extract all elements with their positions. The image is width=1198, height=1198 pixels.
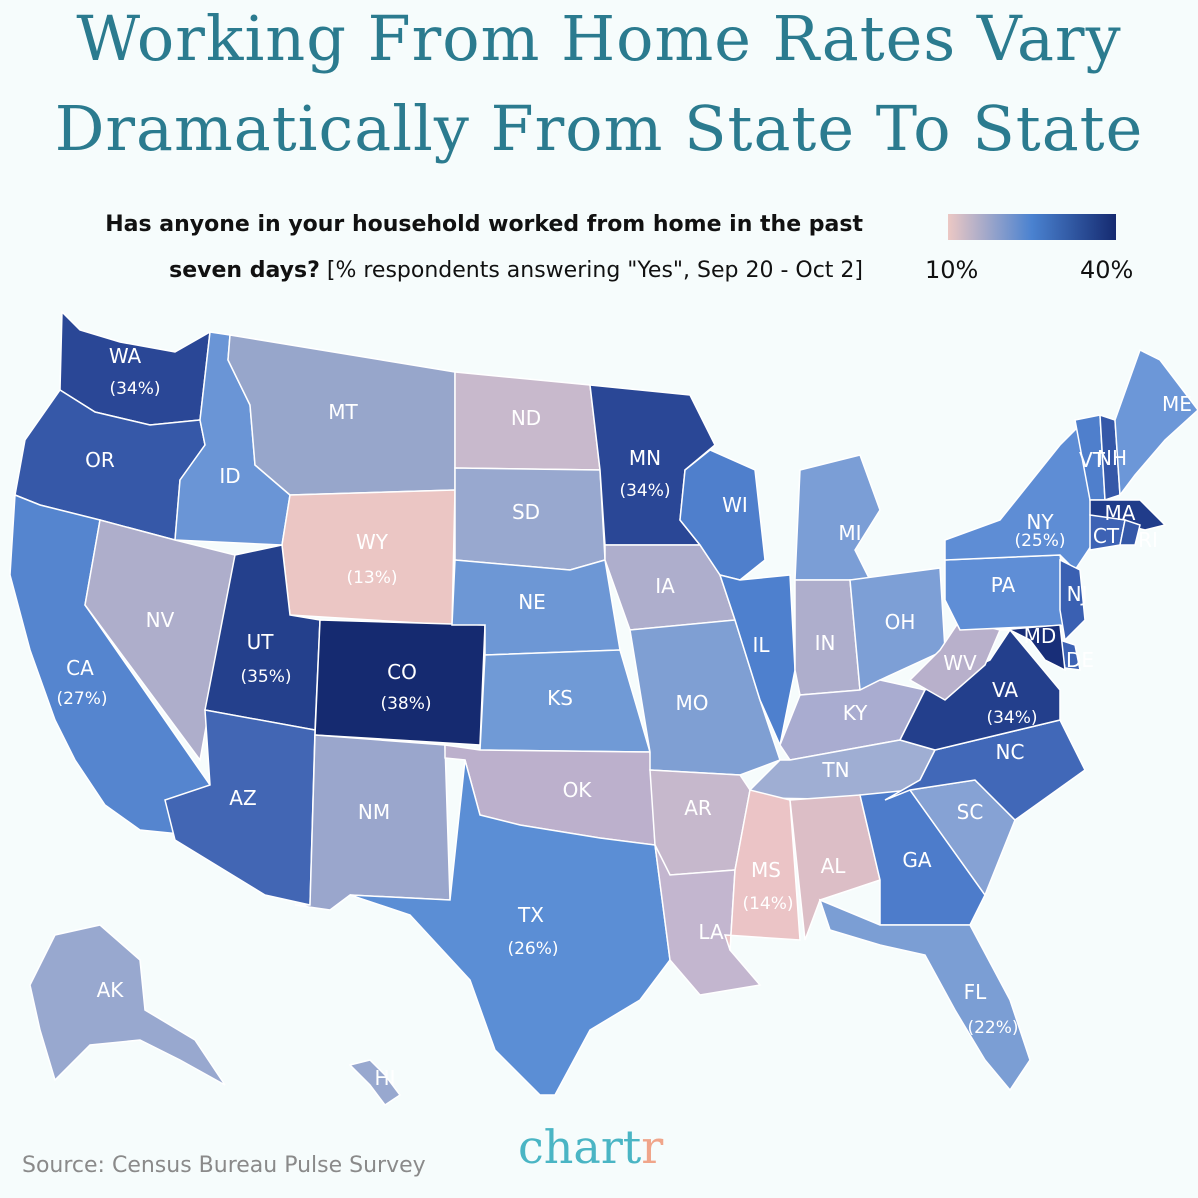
state-label-wi: WI xyxy=(722,493,748,517)
state-labels: WA (34%) OR CA (27%) ID NV MT WY (13%) UT (35%) CO (3… xyxy=(56,344,1191,1090)
state-label-sd: SD xyxy=(512,500,540,524)
subtitle-rest: [% respondents answering "Yes", Sep 20 -… xyxy=(319,258,863,283)
state-label-mt: MT xyxy=(328,400,358,424)
state-label-me: ME xyxy=(1162,392,1192,416)
state-label-id: ID xyxy=(219,464,240,488)
state-pct-co: (38%) xyxy=(380,694,431,714)
state-il xyxy=(718,573,796,748)
state-pct-wa: (34%) xyxy=(109,379,160,399)
state-label-in: IN xyxy=(815,631,836,655)
state-pct-ut: (35%) xyxy=(240,667,291,687)
state-label-mo: MO xyxy=(676,691,709,715)
state-label-oh: OH xyxy=(885,610,916,634)
state-tx xyxy=(349,759,671,1096)
state-label-al: AL xyxy=(821,854,847,878)
state-label-ky: KY xyxy=(843,701,868,725)
state-label-az: AZ xyxy=(229,786,256,810)
state-pct-va: (34%) xyxy=(986,708,1037,728)
state-pct-mn: (34%) xyxy=(619,481,670,501)
state-label-nd: ND xyxy=(511,406,541,430)
state-label-mn: MN xyxy=(629,446,661,470)
state-label-co: CO xyxy=(387,660,417,684)
state-fl xyxy=(818,898,1031,1092)
state-label-ut: UT xyxy=(247,630,275,654)
subtitle-line-2: seven days? [% respondents answering "Ye… xyxy=(169,258,863,283)
state-nm xyxy=(294,734,451,911)
state-label-hi: HI xyxy=(375,1066,396,1090)
legend-min-label: 10% xyxy=(925,256,979,284)
legend-max-label: 40% xyxy=(1080,256,1134,284)
state-al xyxy=(789,794,881,941)
state-label-tx: TX xyxy=(517,903,544,927)
state-va xyxy=(898,628,1061,751)
title-line-1: Working From Home Rates Vary xyxy=(76,2,1122,75)
state-label-ar: AR xyxy=(684,796,712,820)
state-pct-fl: (22%) xyxy=(967,1018,1018,1038)
title-line-2: Dramatically From State To State xyxy=(54,92,1144,165)
legend-gradient xyxy=(948,214,1116,240)
state-label-nv: NV xyxy=(146,608,175,632)
state-mi xyxy=(794,454,881,581)
source-note: Source: Census Bureau Pulse Survey xyxy=(22,1153,426,1178)
state-label-la: LA xyxy=(698,920,724,944)
subtitle-line-1: Has anyone in your household worked from… xyxy=(105,212,863,237)
state-label-pa: PA xyxy=(991,573,1016,597)
state-label-ne: NE xyxy=(518,590,546,614)
state-label-mi: MI xyxy=(838,521,861,545)
state-label-il: IL xyxy=(752,633,770,657)
state-label-va: VA xyxy=(992,678,1018,702)
state-ak xyxy=(29,924,226,1086)
state-label-tn: TN xyxy=(821,758,849,782)
state-label-ma: MA xyxy=(1105,501,1136,525)
state-label-ct: CT xyxy=(1093,524,1120,548)
state-label-md: MD xyxy=(1024,624,1057,648)
state-label-ak: AK xyxy=(97,978,125,1002)
state-wy xyxy=(281,489,456,626)
state-label-ny: NY xyxy=(1026,510,1054,534)
state-label-nj: NJ xyxy=(1067,582,1088,606)
state-label-ca: CA xyxy=(66,656,94,680)
state-ms xyxy=(723,789,801,951)
state-pct-ny: (25%) xyxy=(1014,531,1065,551)
state-label-ia: IA xyxy=(655,574,675,598)
state-label-wa: WA xyxy=(109,344,142,368)
subtitle-bold: seven days? xyxy=(169,258,320,283)
state-md xyxy=(999,624,1066,672)
state-label-de: DE xyxy=(1066,648,1094,672)
state-label-wy: WY xyxy=(356,530,389,554)
state-shapes xyxy=(9,310,1198,1107)
state-me xyxy=(1114,348,1198,498)
state-ma xyxy=(1089,499,1167,531)
state-pct-tx: (26%) xyxy=(507,939,558,959)
state-pct-ca: (27%) xyxy=(56,689,107,709)
state-label-fl: FL xyxy=(964,980,988,1004)
state-hi xyxy=(348,1059,402,1107)
state-nj xyxy=(1059,558,1086,642)
state-label-nc: NC xyxy=(996,740,1025,764)
state-pct-wy: (13%) xyxy=(346,568,397,588)
state-label-ok: OK xyxy=(563,778,593,802)
state-nc xyxy=(884,719,1086,821)
state-label-sc: SC xyxy=(957,800,984,824)
state-oh xyxy=(849,567,946,692)
state-pct-ms: (14%) xyxy=(742,894,793,914)
state-ri xyxy=(1119,519,1141,546)
state-label-ms: MS xyxy=(751,858,781,882)
state-ar xyxy=(649,769,751,876)
state-label-vt: VT xyxy=(1079,448,1106,472)
state-label-wv: WV xyxy=(943,651,977,675)
state-label-ks: KS xyxy=(547,686,573,710)
state-label-ri: RI xyxy=(1138,528,1158,552)
chartr-logo: chartr xyxy=(518,1120,664,1174)
state-label-or: OR xyxy=(85,448,115,472)
state-label-nh: NH xyxy=(1097,446,1127,470)
state-label-nm: NM xyxy=(358,800,390,824)
state-label-ga: GA xyxy=(902,848,931,872)
